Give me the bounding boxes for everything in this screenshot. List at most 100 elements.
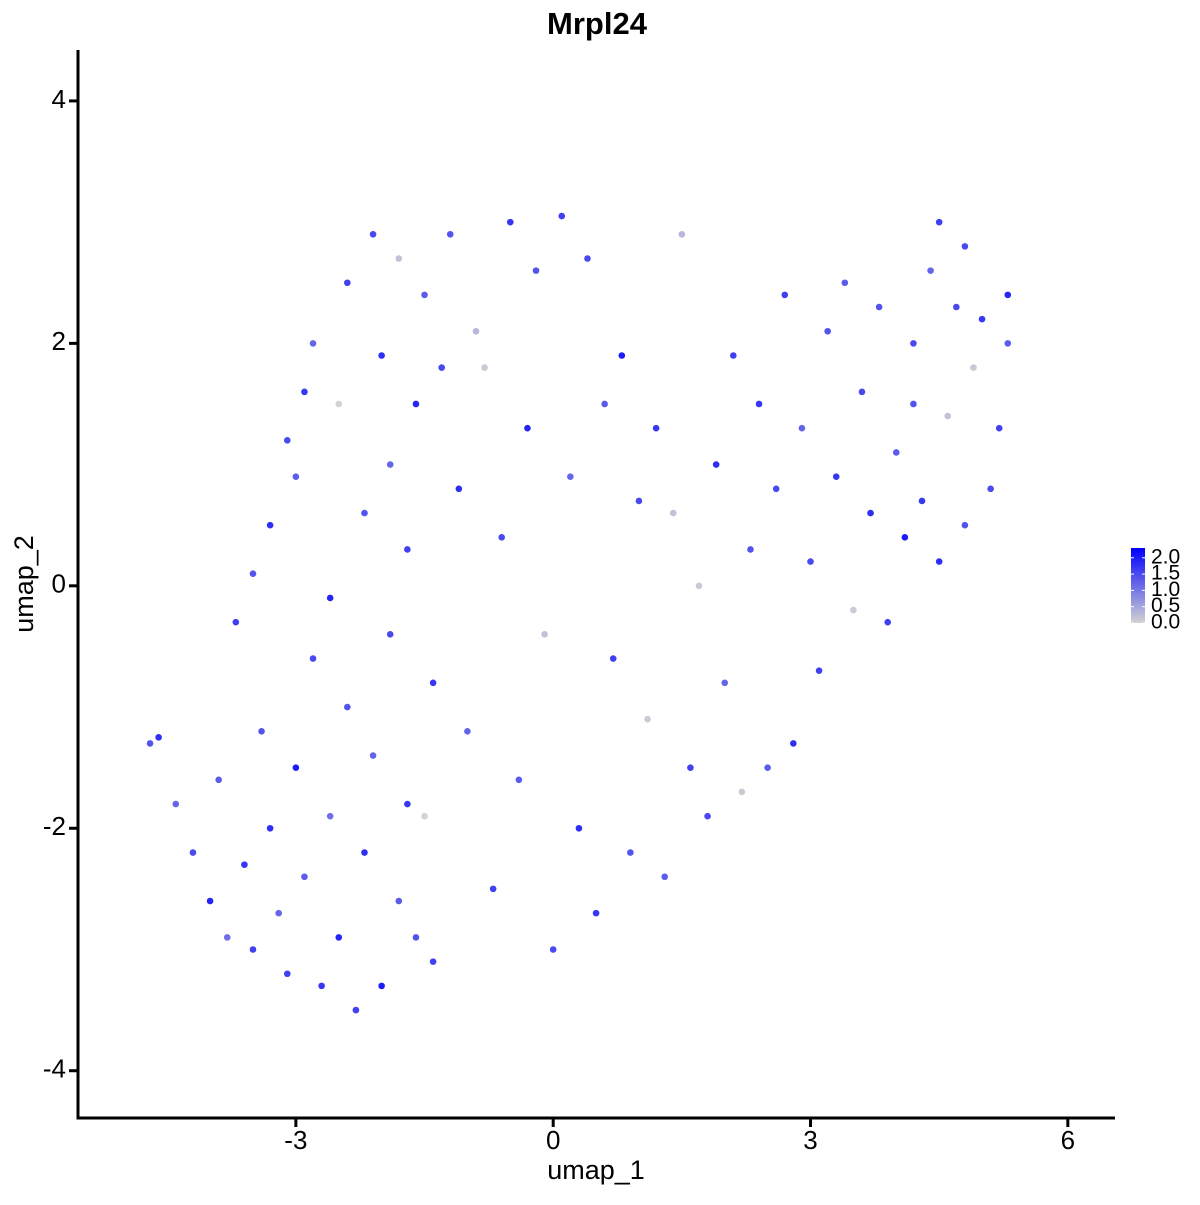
point xyxy=(747,546,754,553)
point xyxy=(1004,340,1012,347)
point xyxy=(738,788,746,796)
point xyxy=(472,327,480,335)
x-tick-label: 6 xyxy=(1061,1125,1075,1155)
point xyxy=(446,230,454,238)
point xyxy=(386,461,394,468)
point xyxy=(730,352,737,359)
y-tick-label: -2 xyxy=(43,811,66,841)
point xyxy=(532,267,540,274)
point xyxy=(266,521,274,529)
point xyxy=(155,734,162,741)
point xyxy=(575,824,583,832)
point xyxy=(910,340,917,347)
point xyxy=(189,849,197,856)
point xyxy=(344,703,351,711)
y-tick-label: 2 xyxy=(52,326,66,356)
point xyxy=(369,230,377,238)
point xyxy=(335,400,343,408)
point xyxy=(378,352,385,359)
point xyxy=(258,727,265,735)
point xyxy=(627,849,634,856)
point xyxy=(301,388,308,396)
point xyxy=(146,740,154,747)
point xyxy=(918,497,926,505)
point xyxy=(609,655,617,662)
point xyxy=(841,279,849,287)
point xyxy=(386,631,394,638)
point xyxy=(592,909,600,917)
point xyxy=(344,279,351,287)
x-axis-label: umap_1 xyxy=(547,1155,645,1185)
point xyxy=(404,800,411,808)
colorbar xyxy=(1131,548,1145,623)
point xyxy=(781,291,789,299)
point xyxy=(249,946,257,953)
point xyxy=(875,303,883,311)
point xyxy=(412,934,420,941)
point xyxy=(669,509,677,517)
point xyxy=(292,473,300,481)
point xyxy=(361,849,368,856)
point xyxy=(687,764,694,771)
point xyxy=(292,764,300,771)
point xyxy=(832,473,840,481)
point xyxy=(326,812,334,820)
point xyxy=(567,473,574,481)
point xyxy=(935,218,943,226)
point xyxy=(206,897,214,905)
point xyxy=(1004,291,1012,299)
colorbar-tick-label: 0.5 xyxy=(1151,594,1180,617)
point xyxy=(455,485,463,493)
point xyxy=(652,424,660,432)
point xyxy=(712,461,720,468)
point xyxy=(232,618,240,626)
point xyxy=(901,534,909,541)
point xyxy=(412,400,420,408)
point xyxy=(772,485,780,493)
point xyxy=(755,400,763,408)
y-tick-label: 4 xyxy=(52,84,66,114)
y-axis-label: umap_2 xyxy=(9,535,39,633)
point xyxy=(927,267,934,274)
point xyxy=(283,437,291,444)
point xyxy=(584,255,591,262)
point xyxy=(695,582,703,590)
point xyxy=(464,727,471,735)
point xyxy=(215,776,222,784)
point xyxy=(978,315,986,323)
point xyxy=(970,364,977,371)
point xyxy=(815,667,823,674)
point xyxy=(318,982,325,990)
point xyxy=(309,655,317,662)
point xyxy=(489,885,497,893)
point xyxy=(910,400,917,408)
point xyxy=(798,424,806,432)
point xyxy=(661,873,668,881)
point xyxy=(438,364,445,371)
point xyxy=(635,497,643,505)
point xyxy=(721,679,729,687)
x-tick-label: 0 xyxy=(546,1125,560,1155)
point xyxy=(644,715,651,723)
point xyxy=(498,534,506,541)
point xyxy=(515,776,523,784)
point xyxy=(421,812,428,820)
point xyxy=(601,400,608,408)
point xyxy=(824,327,831,335)
point xyxy=(524,424,531,432)
point xyxy=(309,340,317,347)
point xyxy=(892,449,900,456)
point xyxy=(678,230,686,238)
point xyxy=(541,631,548,638)
point xyxy=(275,909,283,917)
point xyxy=(361,509,368,517)
point xyxy=(378,982,385,990)
point xyxy=(987,485,994,493)
point xyxy=(850,606,857,614)
point xyxy=(549,946,557,953)
point xyxy=(953,303,960,311)
point xyxy=(790,740,797,747)
point xyxy=(995,424,1003,432)
